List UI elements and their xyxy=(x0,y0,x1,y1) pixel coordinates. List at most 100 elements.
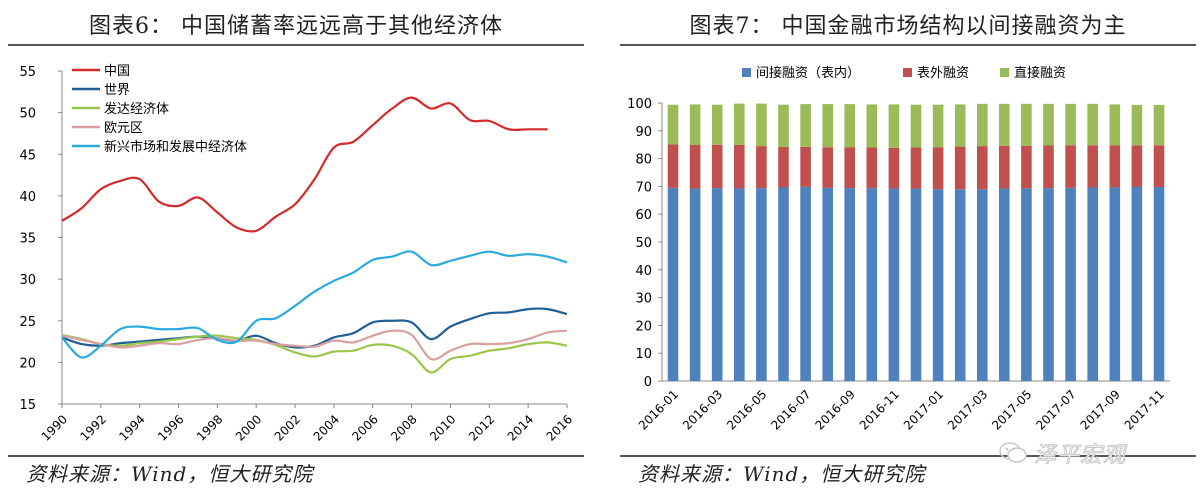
bar-segment xyxy=(954,104,966,147)
y-tick-label: 25 xyxy=(19,315,36,330)
bar-segment xyxy=(954,189,966,381)
bar-segment xyxy=(667,104,679,145)
series-line xyxy=(61,307,568,349)
bar-segment xyxy=(932,104,944,148)
x-tick-label: 2006 xyxy=(349,412,380,443)
x-tick-label: 2000 xyxy=(233,412,264,443)
bar-segment xyxy=(1109,187,1121,381)
bar-segment xyxy=(1131,187,1143,381)
bar-segment xyxy=(756,146,767,189)
x-tick-label: 1990 xyxy=(39,412,70,443)
bar-segment xyxy=(822,187,833,381)
x-tick-label: 2008 xyxy=(388,412,419,443)
bar-segment xyxy=(888,147,900,189)
bar-segment xyxy=(1153,145,1165,187)
x-tick-label: 2014 xyxy=(505,412,536,443)
title-rule xyxy=(620,44,1196,46)
bar-segment xyxy=(977,189,988,381)
y-tick-label: 40 xyxy=(19,190,36,205)
bar-segment xyxy=(1087,103,1098,146)
bar-segment xyxy=(778,146,789,188)
financing-structure-bar-chart: 01020304050607080901002016-012016-032016… xyxy=(627,65,1170,433)
bar-segment xyxy=(1131,145,1143,187)
bar-segment xyxy=(932,189,944,381)
source-rule xyxy=(8,455,584,457)
legend-label: 欧元区 xyxy=(104,121,143,136)
x-tick-label: 2017-09 xyxy=(1078,387,1123,432)
watermark-text: 泽平宏观 xyxy=(1033,443,1127,469)
bar-segment xyxy=(1065,187,1076,381)
x-tick-label: 2012 xyxy=(466,412,497,443)
x-tick-label: 1994 xyxy=(116,412,147,443)
bar-segment xyxy=(667,144,679,188)
y-tick-label: 70 xyxy=(635,180,652,195)
legend-swatch xyxy=(1000,68,1009,77)
bar-segment xyxy=(977,146,988,190)
y-tick-label: 55 xyxy=(19,65,36,80)
series-line xyxy=(61,333,568,374)
legend-label: 中国 xyxy=(104,64,130,79)
bar-segment xyxy=(910,188,922,381)
bar-segment xyxy=(1065,103,1076,146)
bar-segment xyxy=(1109,145,1121,188)
bar-segment xyxy=(954,146,966,190)
bar-segment xyxy=(866,147,878,189)
x-tick-label: 2016-11 xyxy=(857,387,902,432)
bar-segment xyxy=(1087,145,1098,188)
bar-segment xyxy=(1131,104,1143,146)
financing-structure-panel: 图表7： 中国金融市场结构以间接融资为主 0 10 20 30 40 50 60 70 80 90… xyxy=(612,0,1204,500)
bar-segment xyxy=(822,147,833,188)
y-tick-label: 15 xyxy=(19,398,36,413)
bar-segment xyxy=(932,147,944,190)
bar-segment xyxy=(1021,145,1032,189)
bar-segment xyxy=(844,104,855,148)
bar-segment xyxy=(1065,145,1076,188)
y-tick-label: 45 xyxy=(19,148,36,163)
legend-label: 新兴市场和发展中经济体 xyxy=(104,139,247,155)
chart-title: 图表7： 中国金融市场结构以间接融资为主 xyxy=(689,14,1127,39)
wechat-bubble-icon xyxy=(998,440,1028,466)
bar-segment xyxy=(844,188,855,381)
bar-segment xyxy=(844,147,855,189)
x-tick-label: 2016-03 xyxy=(680,387,725,432)
bar-segment xyxy=(866,188,878,381)
y-tick-label: 35 xyxy=(19,232,36,247)
x-tick-label: 2017-11 xyxy=(1122,387,1167,432)
y-tick-label: 20 xyxy=(19,356,36,371)
bar-segment xyxy=(1043,145,1054,188)
legend-swatch xyxy=(742,68,751,77)
legend-label: 间接融资（表内） xyxy=(756,65,860,81)
series-line xyxy=(61,96,548,233)
bar-segment xyxy=(999,188,1010,381)
bar-segment xyxy=(756,103,767,147)
y-tick-label: 100 xyxy=(627,97,652,112)
legend-label: 发达经济体 xyxy=(104,101,169,117)
x-tick-label: 2017-07 xyxy=(1033,387,1078,432)
bar-segment xyxy=(711,104,723,145)
x-tick-label: 2004 xyxy=(311,412,342,443)
x-tick-label: 2016 xyxy=(544,412,575,443)
bar-segment xyxy=(711,188,723,381)
source-note: 资料来源：Wind，恒大研究院 xyxy=(26,462,314,486)
x-tick-label: 1996 xyxy=(155,412,186,443)
bar-segment xyxy=(800,187,811,381)
y-tick-label: 30 xyxy=(19,273,36,288)
source-note: 资料来源：Wind，恒大研究院 xyxy=(638,462,926,486)
x-tick-label: 2017-01 xyxy=(901,387,946,432)
bar-segment xyxy=(689,104,701,145)
bar-segment xyxy=(800,104,811,147)
savings-rate-line-chart: 15 20 25 30 35 40 45 50 55 1990 1992 1994 1996 1998 20… xyxy=(19,64,575,444)
bar-segment xyxy=(1153,104,1165,146)
legend-label: 直接融资 xyxy=(1014,65,1066,81)
legend-label: 表外融资 xyxy=(917,66,969,81)
x-tick-label: 2017-03 xyxy=(945,387,990,432)
bar-segment xyxy=(822,104,833,148)
bar-segment xyxy=(711,144,723,189)
y-tick-label: 90 xyxy=(635,125,652,140)
bar-segment xyxy=(734,103,745,145)
bar-segment xyxy=(866,104,878,148)
bar-segment xyxy=(910,104,922,148)
bar-segment xyxy=(999,145,1010,189)
bar-segment xyxy=(1153,187,1165,381)
x-tick-label: 2016-09 xyxy=(813,387,858,432)
